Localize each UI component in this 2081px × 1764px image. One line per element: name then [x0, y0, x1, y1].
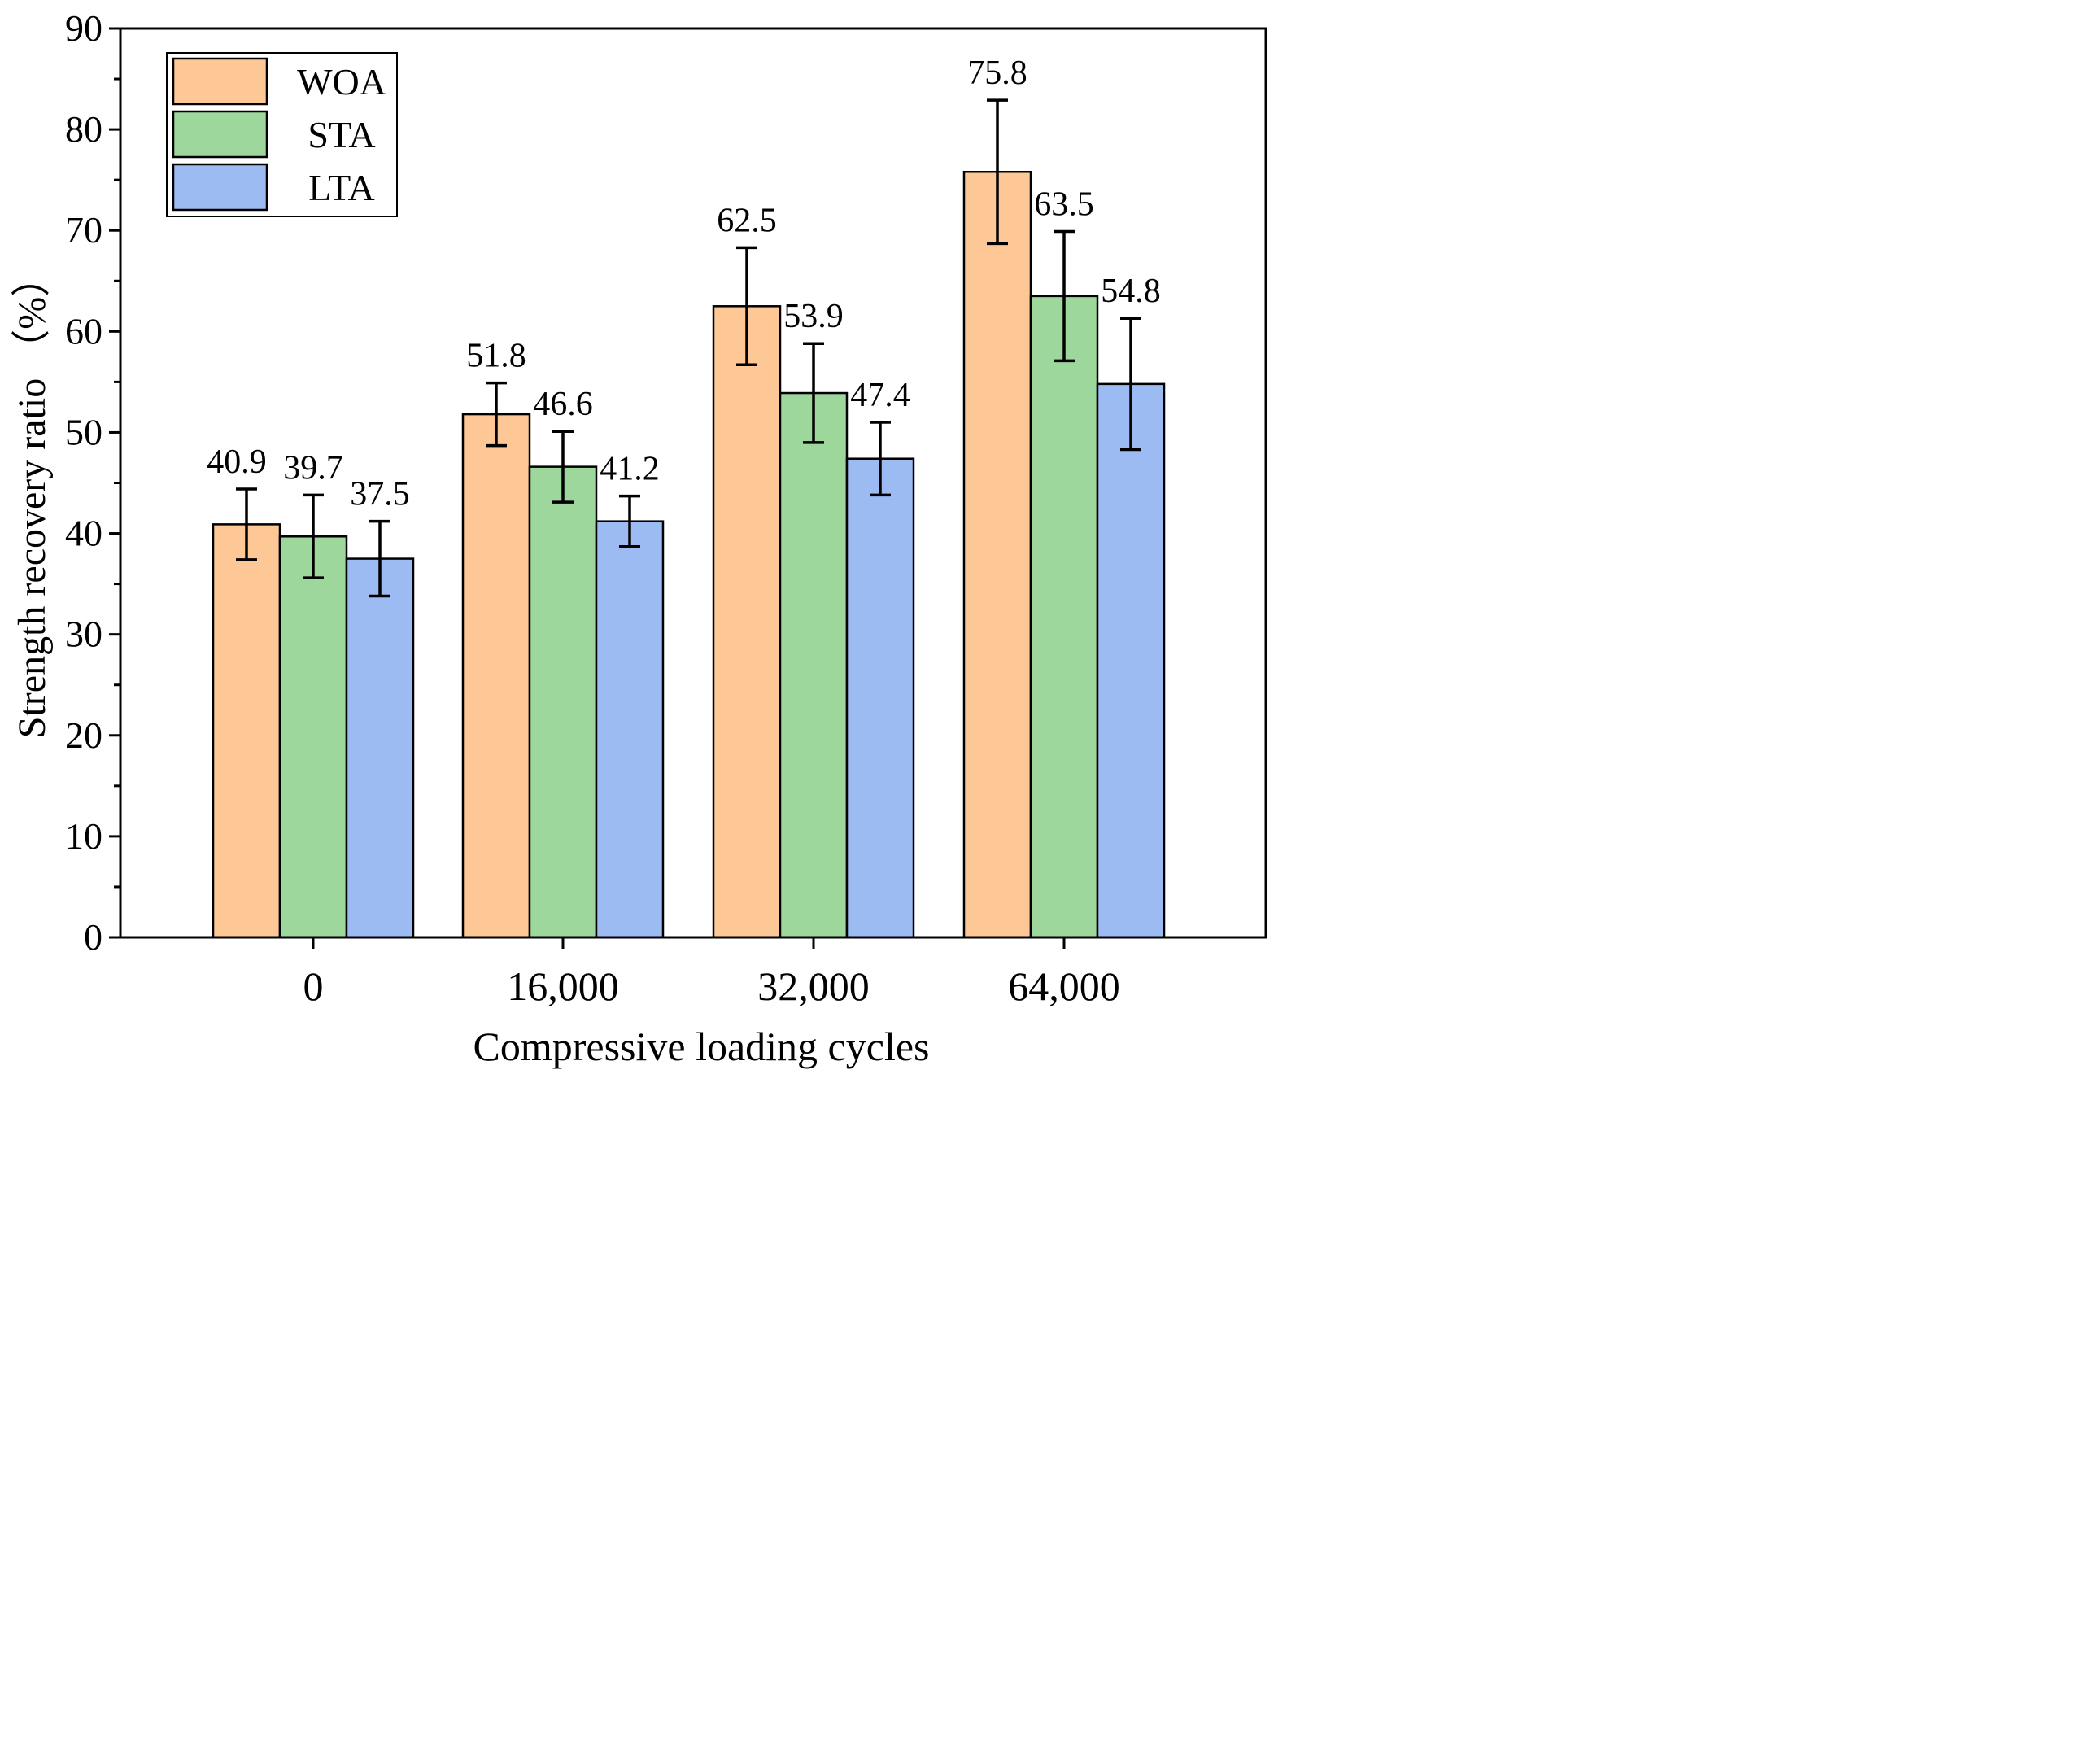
y-tick-label-80: 80	[65, 108, 103, 150]
data-label-sta-3: 63.5	[1034, 186, 1094, 223]
bar-lta-1	[595, 520, 665, 939]
data-label-lta-1: 41.2	[600, 451, 660, 488]
bar-sta-2	[779, 391, 849, 939]
bar-sta-1	[528, 465, 598, 939]
legend-label-woa: WOA	[297, 61, 386, 103]
bar-woa-0	[212, 523, 281, 939]
y-tick-label-50: 50	[65, 411, 103, 452]
bar-lta-3	[1096, 382, 1166, 939]
x-tick-label-2: 32,000	[757, 963, 870, 1009]
legend-swatch-sta	[172, 110, 268, 159]
plot-marks	[212, 170, 1166, 939]
data-label-lta-3: 54.8	[1101, 273, 1161, 310]
y-tick-label-0: 0	[84, 916, 103, 958]
x-tick-label-1: 16,000	[507, 963, 619, 1009]
data-label-lta-0: 37.5	[350, 476, 410, 513]
y-tick-label-60: 60	[65, 310, 103, 351]
bar-sta-3	[1029, 295, 1099, 939]
bar-chart: 40.9 51.8 62.5 75.8 39.7 46.6 53.9 63.5 37.5 41.2…	[11, 7, 1267, 1069]
data-label-woa-2: 62.5	[717, 202, 777, 239]
y-tick-label-40: 40	[65, 513, 103, 554]
data-label-woa-3: 75.8	[967, 55, 1027, 92]
data-label-sta-2: 53.9	[783, 298, 844, 335]
bar-lta-2	[845, 457, 915, 939]
legend-label-lta: LTA	[308, 167, 375, 208]
x-axis: 0 16,000 32,000 64,000	[303, 937, 1120, 1009]
bar-sta-0	[278, 535, 348, 939]
y-tick-label-90: 90	[65, 7, 103, 49]
legend-swatch-lta	[172, 163, 268, 212]
bar-woa-2	[712, 305, 782, 939]
y-axis: 0 10 20 30 40 50 60 70 80 90	[65, 7, 120, 958]
bar-woa-3	[962, 170, 1032, 939]
legend: WOA STA LTA	[166, 52, 398, 217]
y-tick-label-30: 30	[65, 613, 103, 655]
data-label-sta-1: 46.6	[533, 386, 593, 423]
data-label-woa-0: 40.9	[207, 443, 267, 481]
y-axis-title: Strength recovery ratio （%）	[11, 258, 54, 739]
bar-lta-0	[345, 557, 415, 939]
y-tick-label-20: 20	[65, 714, 103, 756]
y-tick-label-10: 10	[65, 815, 103, 857]
x-axis-title: Compressive loading cycles	[473, 1024, 930, 1069]
legend-label-sta: STA	[308, 114, 375, 155]
bar-woa-1	[461, 413, 531, 939]
legend-swatch-woa	[172, 57, 268, 106]
data-label-sta-0: 39.7	[283, 449, 343, 487]
data-labels: 40.9 51.8 62.5 75.8 39.7 46.6 53.9 63.5 37.5 41.2…	[207, 55, 1161, 513]
x-tick-label-0: 0	[303, 963, 324, 1009]
y-tick-label-70: 70	[65, 209, 103, 251]
error-bars	[236, 98, 1141, 598]
data-label-lta-2: 47.4	[850, 377, 910, 414]
x-tick-label-3: 64,000	[1008, 963, 1120, 1009]
data-label-woa-1: 51.8	[466, 338, 526, 375]
plot-frame	[119, 27, 1267, 939]
